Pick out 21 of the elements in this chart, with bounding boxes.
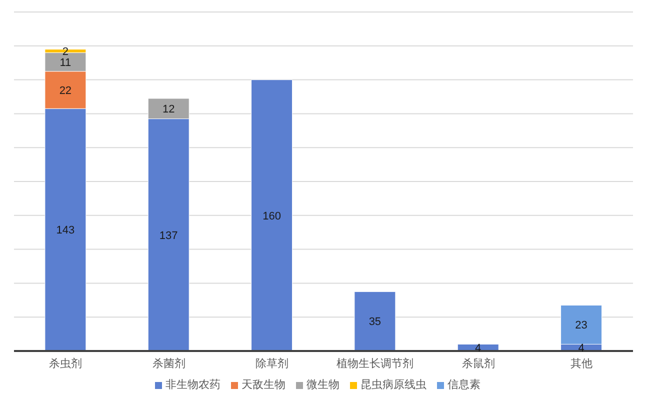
- x-tick-label: 植物生长调节剂: [336, 356, 414, 370]
- data-label: 143: [56, 224, 75, 237]
- data-label: 137: [159, 230, 178, 242]
- legend-label: 信息素: [448, 379, 480, 391]
- data-label: 22: [59, 84, 72, 97]
- legend-label: 非生物农药: [166, 379, 220, 391]
- x-tick-label: 其他: [570, 356, 592, 370]
- x-tick-label: 杀虫剂: [49, 356, 82, 370]
- legend-label: 微生物: [306, 379, 340, 391]
- data-label: 160: [262, 210, 281, 222]
- legend-label: 天敌生物: [242, 379, 286, 391]
- x-tick-label: 杀菌剂: [152, 356, 186, 370]
- data-label: 12: [162, 104, 175, 116]
- bar: [251, 80, 293, 351]
- bar: [354, 291, 396, 351]
- x-tick-label: 杀鼠剂: [462, 356, 495, 370]
- data-label: 23: [575, 320, 588, 332]
- x-tick-label: 除草剂: [255, 356, 288, 370]
- data-label: 35: [368, 316, 382, 328]
- data-label: 11: [60, 56, 72, 69]
- legend-label: 昆虫病原线虫: [360, 379, 426, 391]
